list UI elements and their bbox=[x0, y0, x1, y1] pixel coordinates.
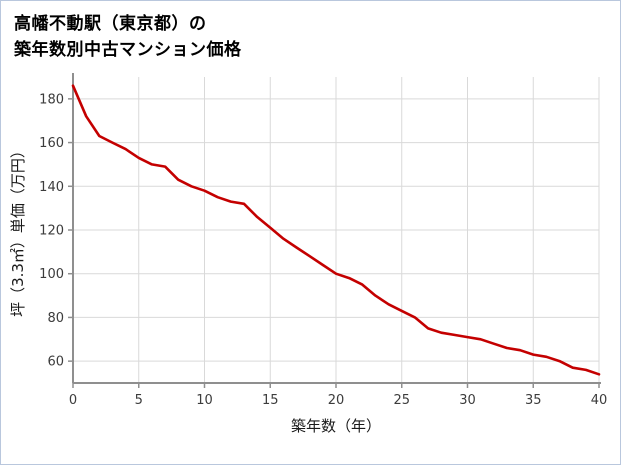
y-tick-label: 180 bbox=[39, 92, 64, 107]
y-tick-label: 100 bbox=[39, 267, 64, 282]
x-axis-label: 築年数（年） bbox=[291, 417, 381, 435]
x-tick-label: 20 bbox=[328, 393, 345, 408]
chart-title-line2: 築年数別中古マンション価格 bbox=[14, 39, 242, 60]
chart-title-line1: 高幡不動駅（東京都）の bbox=[14, 14, 207, 34]
line-chart-svg: 0 5 10 15 20 25 30 35 40 60 80 100 120 140 160 180 築年数（年… bbox=[9, 73, 608, 435]
y-tick-label: 120 bbox=[39, 224, 64, 239]
x-tick-label: 15 bbox=[262, 393, 279, 408]
y-axis-label: 坪（3.3㎡）単価（万円） bbox=[9, 143, 27, 317]
chart-title: 高幡不動駅（東京都）の 築年数別中古マンション価格 bbox=[1, 1, 620, 63]
price-line bbox=[71, 84, 601, 376]
y-tick-label: 140 bbox=[39, 180, 64, 195]
x-tick-label: 5 bbox=[135, 393, 143, 408]
x-tick-label: 25 bbox=[393, 393, 410, 408]
y-tick-label: 160 bbox=[39, 136, 64, 151]
x-tick-label: 35 bbox=[525, 393, 542, 408]
x-tick-label: 10 bbox=[196, 393, 213, 408]
x-tick-label: 30 bbox=[459, 393, 476, 408]
y-tick-label: 80 bbox=[47, 311, 64, 326]
x-tick-label: 40 bbox=[591, 393, 608, 408]
x-tick-label: 0 bbox=[69, 393, 77, 408]
y-tick-label: 60 bbox=[47, 355, 64, 370]
